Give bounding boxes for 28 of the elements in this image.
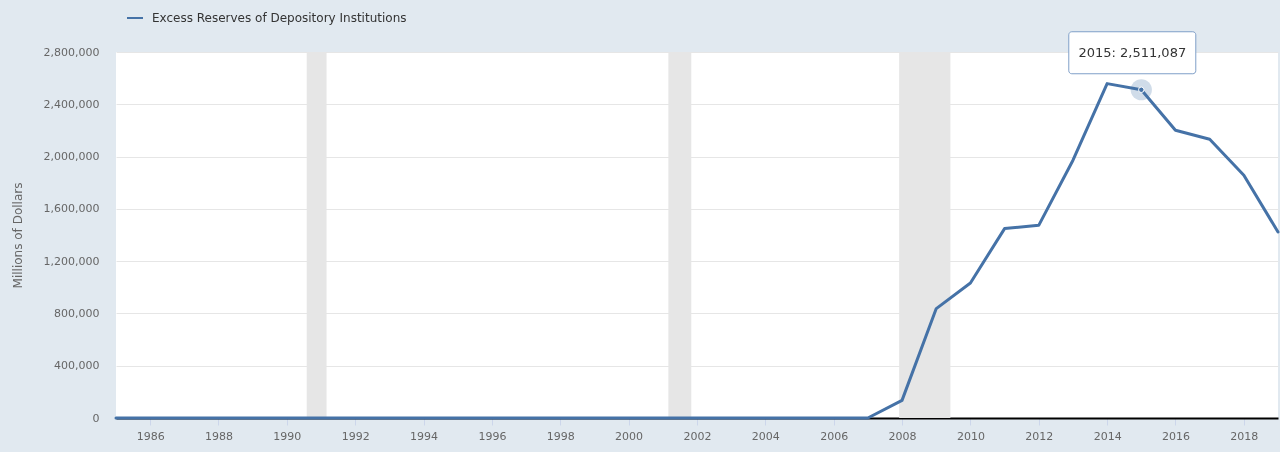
y-tick-label: 2,800,000 <box>43 45 100 59</box>
y-tick-label: 2,000,000 <box>43 150 100 164</box>
x-tick-label: 2004 <box>751 429 780 443</box>
legend-label: Excess Reserves of Depository Institutions <box>152 11 407 25</box>
x-tick-label: 2010 <box>956 429 985 443</box>
y-tick-label: 0 <box>92 411 100 425</box>
annotation: 2015: 2,511,087 <box>1078 44 1187 60</box>
x-tick-label: 1988 <box>204 429 233 443</box>
x-tick-label: 1996 <box>478 429 507 443</box>
x-tick-label: 1992 <box>341 429 370 443</box>
y-tick-label: 800,000 <box>54 306 100 320</box>
x-tick-label: 1998 <box>546 429 575 443</box>
y-tick-label: 1,600,000 <box>43 202 100 216</box>
y-tick-label: 1,200,000 <box>43 254 100 268</box>
x-tick-label: 2008 <box>888 429 917 443</box>
y-tick-label: 2,400,000 <box>43 97 100 111</box>
x-tick-label: 1990 <box>273 429 302 443</box>
y-tick-label: 400,000 <box>54 359 100 373</box>
x-tick-label: 2000 <box>615 429 644 443</box>
x-tick-label: 2006 <box>820 429 849 443</box>
x-tick-label: 2014 <box>1093 429 1122 443</box>
x-tick-label: 2002 <box>683 429 712 443</box>
y-axis-title: Millions of Dollars <box>10 182 25 289</box>
x-tick-label: 1994 <box>410 429 439 443</box>
x-tick-label: 2018 <box>1230 429 1259 443</box>
x-tick-label: 2016 <box>1161 429 1190 443</box>
x-tick-label: 2012 <box>1025 429 1054 443</box>
x-tick-label: 1986 <box>136 429 165 443</box>
